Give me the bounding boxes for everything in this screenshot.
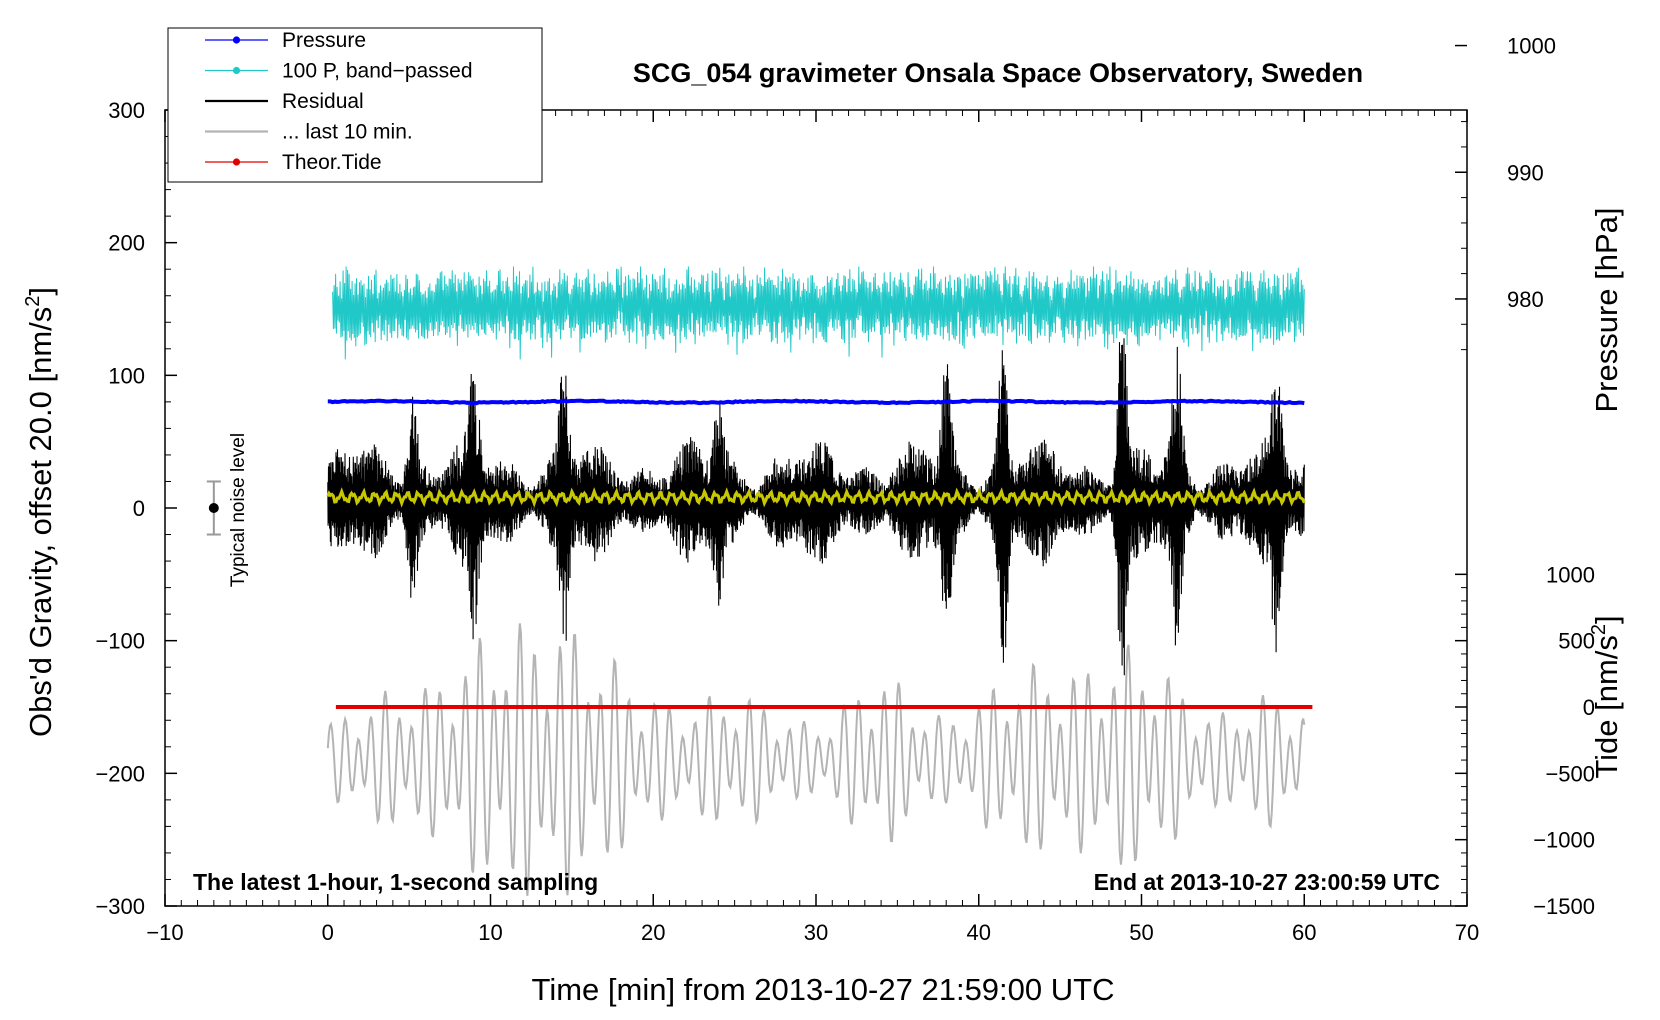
noise-level-label: Typical noise level [228,433,249,587]
pressure-tick-label: 1000 [1507,34,1556,59]
x-tick-label: 70 [1455,920,1479,945]
tide-axis-title: Tide [nm/s2] [1588,615,1624,778]
pressure-axis-title: Pressure [hPa] [1589,207,1624,412]
y-tick-label: 0 [133,496,145,521]
y-axis-title: Obs'd Gravity, offset 20.0 [nm/s2] [22,287,58,737]
x-axis-title: Time [min] from 2013-10-27 21:59:00 UTC [532,972,1115,1007]
tide-tick-label: −500 [1545,761,1595,786]
legend-box [167,27,543,183]
x-tick-label: 10 [478,920,502,945]
tide-tick-label: 500 [1558,629,1595,654]
ticks-layer: −10 0 10 20 30 40 50 60 70−300−200−1000100200300… [95,34,1595,945]
noise-level-indicator: Typical noise level [206,433,249,587]
y-tick-label: 300 [108,98,145,123]
noise-level-dot [208,503,219,513]
x-tick-label: 20 [641,920,665,945]
series-line-last-10-min [326,623,1306,896]
y-tick-label: −300 [95,894,145,919]
pressure-tick-label: 990 [1507,160,1544,185]
tide-axis-title-close: ] [1589,615,1624,624]
x-tick-label: −10 [146,920,183,945]
tide-tick-label: 0 [1583,695,1595,720]
legend-label-2: Residual [282,90,364,113]
x-tick-label: 40 [967,920,991,945]
legend-marker-0 [232,36,241,44]
series-line-residual [327,338,1305,676]
y-tick-label: −100 [95,629,145,654]
y-axis-title-sup: 2 [22,296,44,307]
x-tick-label: 30 [804,920,828,945]
annotation-left: The latest 1-hour, 1-second sampling [193,869,598,895]
annotation-right: End at 2013-10-27 23:00:59 UTC [1094,869,1440,895]
x-tick-label: 60 [1292,920,1316,945]
tide-tick-label: 1000 [1546,562,1595,587]
legend-label-0: Pressure [282,29,366,52]
series-line-residual-smoothed [326,486,1306,508]
legend-label-3: ... last 10 min. [282,121,413,144]
legend-label-4: Theor.Tide [282,151,382,174]
y-axis-title-main: Obs'd Gravity, offset 20.0 [nm/s [23,307,58,737]
legend-marker-4 [232,158,241,166]
y-tick-label: 100 [108,363,145,388]
tide-axis-title-main: Tide [nm/s [1589,635,1624,779]
tide-tick-label: −1000 [1533,828,1595,853]
tide-axis-title-sup: 2 [1588,624,1610,635]
legend-marker-1 [232,66,241,75]
y-tick-label: 200 [108,231,145,256]
y-tick-label: −200 [95,761,145,786]
x-tick-label: 0 [322,920,334,945]
legend: Pressure 100 P, band−passed Residual ... la… [167,27,543,183]
series-line-pressure-bandpassed [332,266,1305,360]
y-axis-title-close: ] [23,287,58,296]
chart-title: SCG_054 gravimeter Onsala Space Observat… [633,58,1363,88]
tide-tick-label: −1500 [1533,894,1595,919]
legend-label-1: 100 P, band−passed [282,60,473,83]
x-tick-label: 50 [1129,920,1153,945]
series-layer [326,266,1313,896]
pressure-tick-label: 980 [1507,287,1544,312]
series-line-pressure [327,398,1305,406]
